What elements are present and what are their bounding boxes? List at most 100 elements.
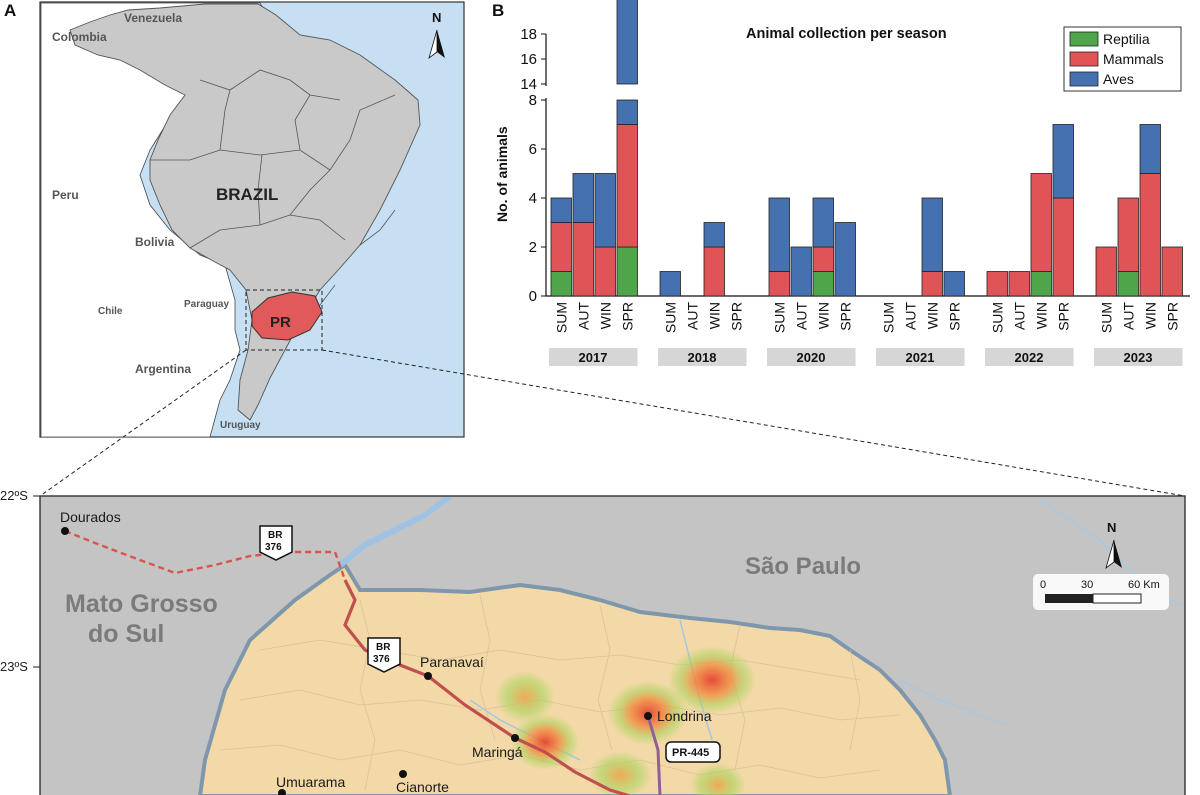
- bar-aves-2020-win: [812, 197, 834, 248]
- shield-pr445: PR-445: [665, 741, 721, 763]
- bar-mammals-2017-win: [594, 246, 616, 297]
- svg-text:PR-445: PR-445: [672, 747, 709, 759]
- bar-mammals-2023-win: [1139, 173, 1161, 297]
- detail-map: Mato Grosso do Sul São Paulo Dourados Pa…: [40, 496, 1185, 795]
- season-label: SUM: [771, 302, 787, 333]
- bar-aves-2020-sum: [768, 197, 790, 272]
- year-band: [549, 348, 638, 366]
- country-bolivia: Bolivia: [135, 235, 175, 249]
- zoom-connector-lines: [39, 349, 1186, 497]
- city-cianorte: Cianorte: [396, 770, 449, 795]
- lat-23s: 23ºS: [0, 659, 28, 674]
- bar-aves-2017-win: [594, 173, 616, 248]
- panel-a-letter: A: [4, 1, 16, 20]
- bar-mammals-2023-aut: [1117, 197, 1139, 272]
- season-label: AUT: [1120, 302, 1136, 330]
- legend-swatch-aves: [1069, 71, 1099, 87]
- svg-text:BR: BR: [268, 530, 283, 541]
- year-label: 2022: [1015, 350, 1044, 365]
- year-band: [767, 348, 856, 366]
- country-chile: Chile: [98, 306, 123, 317]
- latitude-ticks: 22ºS 23ºS: [0, 488, 40, 674]
- state-pr-label: PR: [270, 314, 291, 331]
- bar-mammals-2022-win: [1030, 173, 1052, 272]
- city-umuarama: Umuarama: [276, 774, 345, 795]
- bar-aves-2017-spr: [616, 99, 638, 125]
- north-arrow-icon-detail: N: [1105, 520, 1122, 570]
- legend-label-reptilia: Reptilia: [1103, 31, 1150, 47]
- y-axis-label: No. of animals: [494, 126, 510, 222]
- svg-text:BR: BR: [376, 642, 391, 653]
- bar-reptilia-2023-aut: [1117, 271, 1139, 297]
- svg-text:N: N: [1107, 520, 1116, 535]
- season-label: SPR: [946, 302, 962, 331]
- chart-legend: Reptilia Mammals Aves: [1063, 26, 1182, 92]
- year-band: [876, 348, 965, 366]
- season-label: AUT: [575, 302, 591, 330]
- north-arrow-icon: N: [428, 10, 445, 60]
- y-tick-label: 16: [520, 51, 537, 68]
- region-sao-paulo: São Paulo: [745, 553, 861, 580]
- y-tick-label: 18: [520, 26, 537, 43]
- collection-hotspots: [495, 646, 756, 795]
- bar-mammals-2022-spr: [1052, 197, 1074, 297]
- bar-aves-2017-sum: [550, 197, 572, 223]
- year-label: 2023: [1124, 350, 1153, 365]
- svg-text:376: 376: [373, 654, 390, 665]
- bar-aves-2023-win: [1139, 124, 1161, 174]
- country-argentina: Argentina: [135, 362, 191, 376]
- season-label: SUM: [553, 302, 569, 333]
- svg-text:Cianorte: Cianorte: [396, 779, 449, 795]
- season-label: WIN: [815, 302, 831, 329]
- city-dourados: Dourados: [60, 509, 121, 535]
- bar-aves-2018-win: [703, 222, 725, 248]
- season-label: SPR: [728, 302, 744, 331]
- shield-br376-west: BR 376: [259, 525, 293, 561]
- bar-reptilia-2017-spr: [616, 246, 638, 297]
- svg-text:Dourados: Dourados: [60, 509, 121, 525]
- season-label: SUM: [662, 302, 678, 333]
- season-label: SUM: [1098, 302, 1114, 333]
- y-tick-label: 8: [529, 92, 537, 109]
- city-maringa: Maringá: [472, 734, 523, 760]
- season-label: SUM: [880, 302, 896, 333]
- legend-swatch-mammals: [1069, 51, 1099, 67]
- svg-text:N: N: [432, 10, 441, 25]
- brazil-label: BRAZIL: [216, 185, 278, 204]
- year-band: [985, 348, 1074, 366]
- country-colombia: Colombia: [52, 30, 107, 44]
- season-label: SPR: [619, 302, 635, 331]
- year-label: 2018: [688, 350, 717, 365]
- bar-chart: Animal collection per season No. of anim…: [494, 0, 1190, 366]
- panel-b-letter: B: [492, 1, 504, 20]
- bar-mammals-2023-spr: [1161, 246, 1183, 297]
- bar-mammals-2023-sum: [1095, 246, 1117, 297]
- bar-aves-2018-sum: [659, 271, 681, 297]
- year-label: 2020: [797, 350, 826, 365]
- legend-label-aves: Aves: [1103, 71, 1134, 87]
- overview-map: BRAZIL Venezuela Colombia Peru Bolivia P…: [39, 1, 465, 438]
- bar-aves-2021-spr: [943, 271, 965, 297]
- y-tick-label: 4: [529, 190, 537, 207]
- year-label: 2017: [579, 350, 608, 365]
- bar-mammals-2017-spr: [616, 124, 638, 248]
- lat-22s: 22ºS: [0, 488, 28, 503]
- bar-aves-2020-aut: [790, 246, 812, 297]
- country-venezuela: Venezuela: [124, 11, 182, 25]
- svg-text:Umuarama: Umuarama: [276, 774, 345, 790]
- svg-text:Maringá: Maringá: [472, 744, 523, 760]
- svg-text:60 Km: 60 Km: [1128, 579, 1160, 591]
- bar-reptilia-2022-win: [1030, 271, 1052, 297]
- season-label: AUT: [793, 302, 809, 330]
- bar-mammals-2020-sum: [768, 271, 790, 297]
- bar-aves-2017-aut: [572, 173, 594, 223]
- region-mato-grosso-line1: Mato Grosso: [65, 590, 218, 618]
- br376-dashed-road: [64, 529, 347, 581]
- y-tick-label: 2: [529, 239, 537, 256]
- season-label: AUT: [1011, 302, 1027, 330]
- season-label: SPR: [1164, 302, 1180, 331]
- legend-label-mammals: Mammals: [1103, 51, 1164, 67]
- legend-swatch-reptilia: [1069, 31, 1099, 47]
- season-label: WIN: [597, 302, 613, 329]
